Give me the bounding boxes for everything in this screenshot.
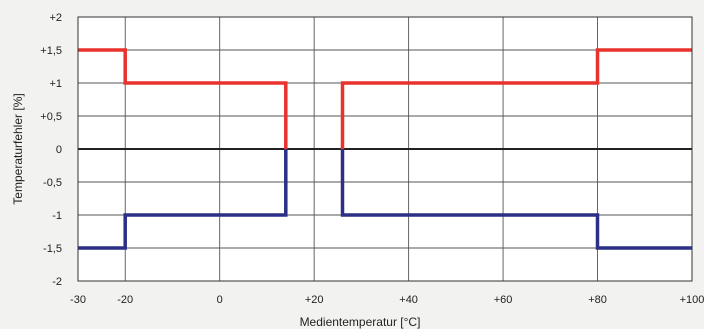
y-tick-label: -2 (52, 276, 62, 288)
y-tick-label: +2 (49, 12, 62, 24)
plot-frame (77, 16, 693, 282)
x-tick-labels: -30 -20 0 +20 +40 +60 +80 +100 (70, 294, 704, 306)
y-tick-label: -0,5 (43, 177, 62, 189)
series-layer (78, 48, 692, 250)
x-tick-label: +80 (588, 294, 607, 306)
series-1 (78, 48, 692, 149)
y-tick-labels: +2 +1,5 +1 +0,5 0 -0,5 -1 -1,5 -2 (40, 12, 62, 288)
series-line (340, 48, 692, 149)
x-tick-label: +60 (494, 294, 513, 306)
x-tick-label: +100 (680, 294, 704, 306)
series-line (340, 149, 692, 250)
y-axis-title: Temperaturfehler [%] (11, 93, 25, 204)
series-line (78, 149, 288, 250)
x-tick-label: -30 (70, 294, 86, 306)
x-tick-label: 0 (217, 294, 223, 306)
x-axis-title: Medientemperatur [°C] (300, 315, 421, 329)
y-tick-label: -1 (52, 210, 62, 222)
x-tick-label: -20 (117, 294, 133, 306)
series-line (78, 48, 288, 149)
series-2 (78, 149, 692, 250)
y-tick-label: 0 (56, 144, 62, 156)
y-tick-label: +1,5 (40, 45, 62, 57)
y-tick-label: -1,5 (43, 243, 62, 255)
y-tick-label: +0,5 (40, 111, 62, 123)
y-tick-label: +1 (49, 78, 62, 90)
x-tick-label: +20 (305, 294, 324, 306)
x-tick-label: +40 (399, 294, 418, 306)
